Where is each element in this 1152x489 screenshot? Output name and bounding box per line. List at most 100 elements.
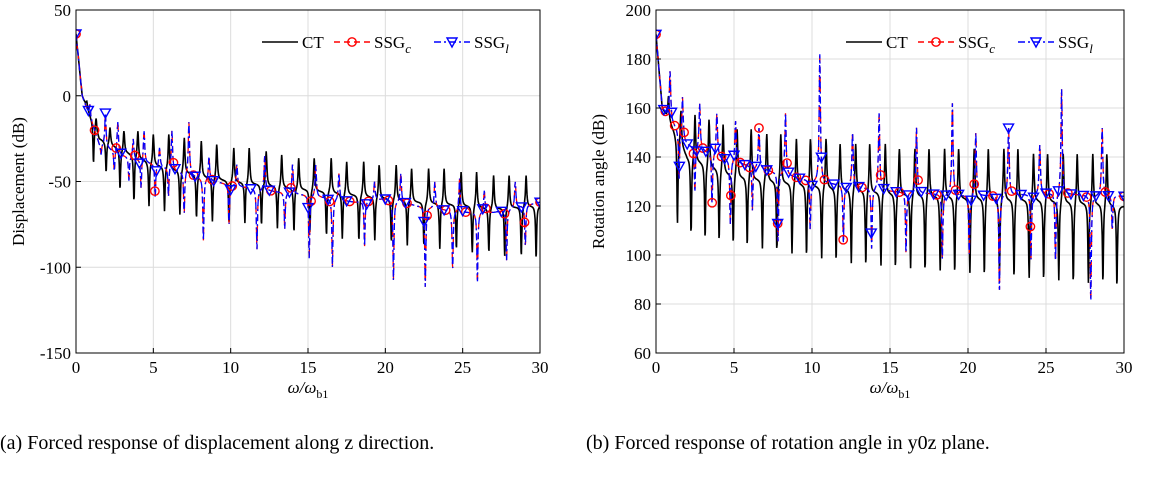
marker-ssg-c bbox=[149, 186, 160, 197]
marker-ssg-l bbox=[793, 173, 806, 185]
marker-ssg-l bbox=[927, 189, 940, 201]
y-axis-label: Displacement (dB) bbox=[9, 117, 28, 246]
marker-ssg-c bbox=[306, 196, 316, 207]
marker-ssg-l bbox=[890, 186, 903, 199]
marker-ssg-c bbox=[913, 175, 923, 186]
caption-a: (a) Forced response of displacement alon… bbox=[0, 432, 435, 454]
marker-ssg-l bbox=[952, 189, 965, 201]
marker-ssg-l bbox=[76, 29, 83, 41]
marker-ssg-l bbox=[964, 195, 978, 207]
marker-ssg-l bbox=[1064, 189, 1078, 201]
x-tick-label: 0 bbox=[652, 358, 661, 377]
marker-ssg-l bbox=[902, 190, 915, 202]
x-tick-label: 20 bbox=[377, 358, 394, 377]
y-tick-label: -50 bbox=[48, 173, 71, 192]
marker-ssg-l bbox=[456, 206, 469, 218]
marker-ssg-l bbox=[495, 206, 508, 218]
x-tick-label: 5 bbox=[149, 358, 158, 377]
marker-ssg-l bbox=[815, 152, 828, 164]
marker-ssg-l bbox=[417, 216, 431, 228]
marker-ssg-l bbox=[1002, 123, 1015, 135]
series-line-ssg-l bbox=[656, 34, 1124, 300]
marker-ssg-l bbox=[805, 180, 819, 192]
marker-ssg-l bbox=[699, 146, 713, 158]
marker-ssg-l bbox=[379, 194, 392, 206]
marker-ssg-c bbox=[383, 195, 394, 206]
marker-ssg-c bbox=[697, 143, 708, 153]
marker-ssg-l bbox=[1077, 190, 1090, 202]
marker-ssg-c bbox=[1081, 192, 1092, 202]
marker-ssg-l bbox=[939, 190, 953, 202]
marker-ssg-c bbox=[111, 143, 122, 153]
marker-ssg-l bbox=[760, 165, 773, 177]
x-tick-label: 25 bbox=[1038, 358, 1055, 377]
marker-ssg-l bbox=[133, 158, 146, 170]
marker-ssg-c bbox=[669, 120, 680, 131]
y-tick-label: 140 bbox=[626, 148, 652, 167]
legend-marker-circle bbox=[347, 37, 357, 47]
marker-ssg-l bbox=[977, 190, 990, 202]
marker-ssg-l bbox=[283, 187, 296, 199]
marker-ssg-c bbox=[725, 190, 736, 201]
x-axis-label: ω/ωb1 bbox=[288, 378, 329, 401]
x-tick-label: 10 bbox=[222, 358, 239, 377]
marker-ssg-l bbox=[771, 218, 784, 230]
marker-ssg-l bbox=[321, 194, 335, 206]
x-tick-label: 20 bbox=[960, 358, 977, 377]
marker-ssg-c bbox=[480, 203, 491, 214]
marker-ssg-l bbox=[301, 202, 315, 214]
marker-ssg-l bbox=[709, 143, 722, 155]
marker-ssg-l bbox=[168, 163, 182, 176]
plot-series bbox=[656, 29, 1124, 300]
marker-ssg-l bbox=[1027, 192, 1040, 204]
marker-ssg-l bbox=[82, 105, 95, 117]
y-tick-label: 160 bbox=[626, 99, 652, 118]
marker-ssg-c bbox=[791, 172, 802, 183]
x-tick-label: 30 bbox=[1116, 358, 1133, 377]
legend-label-0: CT bbox=[302, 33, 324, 52]
marker-ssg-c bbox=[324, 196, 335, 207]
caption-b: (b) Forced response of rotation angle in… bbox=[586, 432, 990, 454]
legend: CT SSGc SSGl bbox=[262, 33, 509, 56]
marker-ssg-c bbox=[168, 157, 179, 168]
marker-ssg-l bbox=[437, 205, 451, 217]
legend-marker-triangle bbox=[1029, 37, 1043, 49]
y-tick-label: 80 bbox=[634, 295, 651, 314]
marker-ssg-c bbox=[1062, 188, 1073, 198]
legend-label-2: SSGl bbox=[474, 33, 509, 56]
x-tick-label: 0 bbox=[72, 358, 81, 377]
marker-ssg-l bbox=[877, 183, 890, 196]
marker-ssg-l bbox=[657, 104, 670, 116]
marker-ssg-l bbox=[515, 202, 528, 214]
x-axis-label: ω/ωb1 bbox=[870, 378, 911, 401]
x-tick-label: 5 bbox=[730, 358, 739, 377]
marker-ssg-l bbox=[681, 139, 694, 151]
marker-ssg-l bbox=[1117, 191, 1124, 203]
marker-ssg-l bbox=[827, 179, 841, 191]
marker-ssg-l bbox=[360, 199, 373, 211]
marker-ssg-l bbox=[738, 159, 752, 172]
marker-ssg-c bbox=[707, 197, 718, 208]
marker-ssg-l bbox=[188, 171, 202, 183]
marker-ssg-l bbox=[399, 197, 412, 210]
y-tick-label: -150 bbox=[40, 344, 71, 363]
legend-marker-triangle bbox=[445, 37, 459, 49]
marker-ssg-c bbox=[988, 191, 998, 201]
x-tick-label: 10 bbox=[804, 358, 821, 377]
marker-ssg-c bbox=[89, 125, 100, 136]
marker-ssg-l bbox=[749, 161, 763, 173]
y-tick-label: 60 bbox=[634, 344, 651, 363]
marker-ssg-l bbox=[852, 181, 865, 194]
marker-ssg-l bbox=[476, 204, 489, 216]
marker-ssg-c bbox=[1119, 191, 1124, 202]
legend-label-1: SSGc bbox=[958, 33, 995, 56]
y-tick-label: 0 bbox=[63, 87, 72, 106]
marker-ssg-c bbox=[679, 127, 689, 138]
marker-ssg-l bbox=[656, 29, 663, 41]
y-axis-label: Rotation angle (dB) bbox=[589, 114, 608, 249]
marker-ssg-c bbox=[656, 29, 661, 40]
marker-ssg-l bbox=[99, 108, 112, 120]
marker-ssg-l bbox=[727, 150, 741, 162]
marker-ssg-l bbox=[114, 148, 128, 160]
marker-ssg-l bbox=[915, 186, 928, 199]
